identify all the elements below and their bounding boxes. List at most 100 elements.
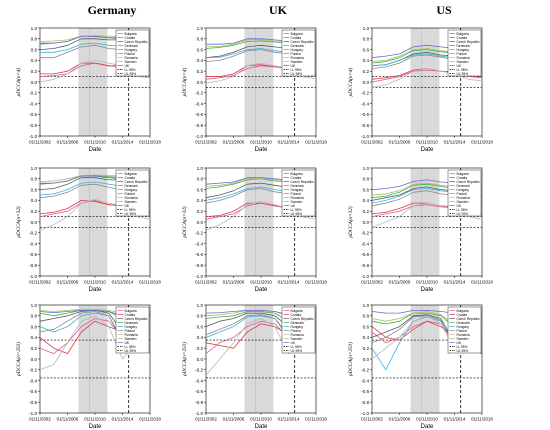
x-tick-label: 01/11/2014 (444, 140, 466, 145)
y-tick-label: -0.6 (195, 389, 203, 394)
legend-label: UL 95% (125, 349, 137, 353)
legend-label: LL 95% (291, 345, 302, 349)
x-tick-label: 01/11/2010 (416, 417, 438, 422)
y-tick-label: 0.8 (197, 314, 204, 319)
x-tick-label: 01/11/2002 (195, 140, 217, 145)
legend-label: Sweden (457, 60, 469, 64)
y-tick-label: -0.2 (195, 91, 203, 96)
legend-label: Hungary (457, 325, 470, 329)
y-tick-label: 0.2 (31, 209, 38, 214)
y-tick-label: -0.4 (195, 101, 203, 106)
y-tick-label: 0.2 (31, 346, 38, 351)
x-tick-label: 01/11/2002 (195, 280, 217, 285)
legend-label: UL 95% (291, 212, 303, 216)
y-tick-label: 0.0 (197, 357, 204, 362)
legend-label: Bulgaria (457, 172, 469, 176)
legend-label: Bulgaria (291, 32, 303, 36)
legend-label: Croatia (291, 313, 302, 317)
legend-label: Sweden (457, 337, 469, 341)
y-axis-label: ρDCCA(n=4) (347, 67, 354, 97)
y-tick-label: -0.8 (361, 263, 369, 268)
legend-label: Poland (125, 192, 135, 196)
y-tick-label: 0.6 (31, 47, 38, 52)
x-axis-label: Date (255, 287, 268, 293)
legend-label: UL 95% (125, 212, 137, 216)
legend-label: UK (125, 341, 130, 345)
y-tick-label: 0.0 (197, 80, 204, 85)
crisis-shade (244, 168, 274, 276)
legend-label: Czech Republic (291, 317, 314, 321)
legend-label: Bulgaria (291, 172, 303, 176)
legend-label: Sweden (125, 200, 137, 204)
legend-label: Poland (291, 52, 301, 56)
legend-label: Poland (457, 52, 467, 56)
y-axis-label: ρDCCA(n=32) (181, 206, 188, 238)
legend-label: Sweden (125, 337, 137, 341)
y-tick-label: 0.8 (31, 314, 38, 319)
legend-label: UK (457, 204, 462, 208)
legend-label: Croatia (457, 36, 468, 40)
y-tick-label: -0.6 (361, 252, 369, 257)
legend-label: Denmark (457, 44, 471, 48)
y-tick-label: 0.8 (197, 37, 204, 42)
crisis-shade (244, 28, 274, 136)
x-tick-label: 01/11/2014 (112, 280, 134, 285)
legend-label: Denmark (125, 184, 139, 188)
legend-label: Hungary (125, 325, 138, 329)
x-axis-label: Date (255, 147, 268, 153)
x-axis-label: Date (89, 287, 102, 293)
x-tick-label: 01/11/2002 (29, 140, 51, 145)
legend-label: LL 95% (125, 208, 136, 212)
x-tick-label: 01/11/2010 (84, 140, 106, 145)
y-tick-label: 0.4 (197, 198, 204, 203)
y-tick-label: -0.4 (361, 241, 369, 246)
chart-panel: -1.0 -0.8 -0.6 -0.4 -0.2 0.0 0.2 0.4 0.6 0.8 1.0 01… (15, 303, 161, 430)
x-tick-label: 01/11/2006 (57, 417, 79, 422)
x-tick-label: 01/11/2010 (250, 417, 272, 422)
legend-label: Poland (125, 52, 135, 56)
legend-label: Hungary (291, 325, 304, 329)
y-tick-label: 1.0 (197, 303, 204, 308)
legend-label: Denmark (291, 184, 305, 188)
y-tick-label: -0.8 (195, 400, 203, 405)
y-tick-label: -0.4 (195, 241, 203, 246)
y-tick-label: 0.8 (363, 177, 370, 182)
legend-label: Romania (457, 333, 470, 337)
y-tick-label: -0.6 (361, 112, 369, 117)
y-tick-label: -0.2 (361, 231, 369, 236)
y-tick-label: 0.8 (363, 314, 370, 319)
y-tick-label: 1.0 (197, 166, 204, 171)
legend-label: Croatia (457, 176, 468, 180)
y-tick-label: 1.0 (31, 26, 38, 31)
x-tick-label: 01/11/2010 (250, 140, 272, 145)
legend-label: UL 95% (291, 72, 303, 76)
y-tick-label: -1.0 (29, 134, 37, 139)
x-tick-label: 01/11/2006 (389, 140, 411, 145)
y-tick-label: 0.6 (197, 47, 204, 52)
y-tick-label: 0.2 (31, 69, 38, 74)
legend-label: Sweden (291, 60, 303, 64)
legend-label: LL 95% (457, 345, 468, 349)
y-axis-label: ρDCCA(n=250) (15, 342, 22, 377)
y-tick-label: -0.8 (29, 400, 37, 405)
chart-panel: -1.0 -0.8 -0.6 -0.4 -0.2 0.0 0.2 0.4 0.6 0.8 1.0 01… (181, 26, 327, 153)
y-tick-label: -0.2 (29, 368, 37, 373)
y-tick-label: 0.8 (31, 37, 38, 42)
y-tick-label: -0.4 (29, 241, 37, 246)
legend-label: Hungary (457, 48, 470, 52)
y-tick-label: 0.4 (197, 58, 204, 63)
x-axis-label: Date (421, 147, 434, 153)
legend-label: Croatia (125, 313, 136, 317)
y-tick-label: -0.8 (361, 400, 369, 405)
x-tick-label: 01/11/2014 (112, 140, 134, 145)
legend-label: Denmark (457, 321, 471, 325)
legend-label: LL 95% (125, 68, 136, 72)
y-axis-label: ρDCCA(n=4) (181, 67, 188, 97)
y-tick-label: 0.6 (197, 324, 204, 329)
x-axis-label: Date (421, 287, 434, 293)
y-tick-label: 0.0 (31, 80, 38, 85)
chart-panel: -1.0 -0.8 -0.6 -0.4 -0.2 0.0 0.2 0.4 0.6 0.8 1.0 01… (181, 303, 327, 430)
y-tick-label: 0.6 (31, 187, 38, 192)
y-axis-label: ρDCCA(n=250) (347, 342, 354, 377)
y-tick-label: -1.0 (361, 134, 369, 139)
